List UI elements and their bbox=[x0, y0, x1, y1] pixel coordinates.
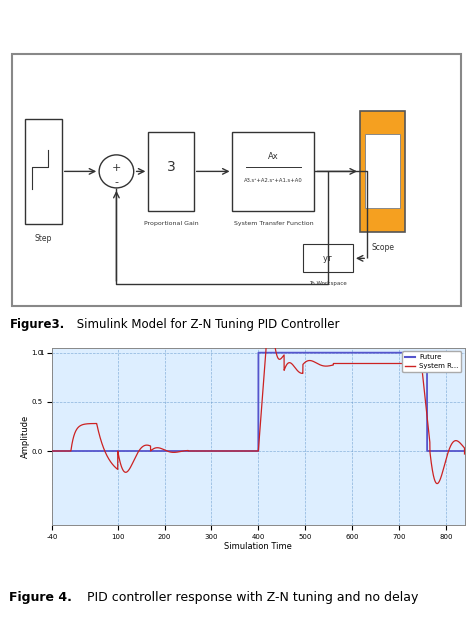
Bar bbox=[148, 132, 194, 211]
Text: System Transfer Function: System Transfer Function bbox=[234, 222, 313, 227]
X-axis label: Simulation Time: Simulation Time bbox=[224, 542, 292, 551]
Text: To Workspace: To Workspace bbox=[309, 281, 347, 286]
Text: Ax: Ax bbox=[268, 152, 279, 161]
Text: yт: yт bbox=[323, 254, 333, 263]
Circle shape bbox=[99, 155, 134, 188]
Bar bbox=[26, 119, 62, 224]
Text: +: + bbox=[112, 163, 121, 173]
Legend: Future, System R...: Future, System R... bbox=[402, 351, 461, 372]
Text: PID controller response with Z-N tuning and no delay: PID controller response with Z-N tuning … bbox=[83, 591, 419, 604]
Bar bbox=[303, 244, 353, 273]
Text: Figure 4.: Figure 4. bbox=[9, 591, 73, 604]
Text: Proportional Gain: Proportional Gain bbox=[144, 222, 198, 227]
Text: Step: Step bbox=[35, 235, 52, 243]
Text: 3: 3 bbox=[167, 160, 175, 174]
Bar bbox=[365, 135, 400, 209]
Text: Figure3.: Figure3. bbox=[9, 318, 65, 331]
Text: Scope: Scope bbox=[371, 243, 394, 252]
Bar bbox=[232, 132, 314, 211]
Bar bbox=[360, 111, 405, 232]
Text: Simulink Model for Z-N Tuning PID Controller: Simulink Model for Z-N Tuning PID Contro… bbox=[73, 318, 340, 331]
Text: -: - bbox=[114, 177, 118, 188]
Y-axis label: Amplitude: Amplitude bbox=[21, 415, 30, 458]
Text: 1: 1 bbox=[39, 350, 44, 356]
Text: A3.s³+A2.s²+A1.s+A0: A3.s³+A2.s²+A1.s+A0 bbox=[244, 178, 303, 183]
